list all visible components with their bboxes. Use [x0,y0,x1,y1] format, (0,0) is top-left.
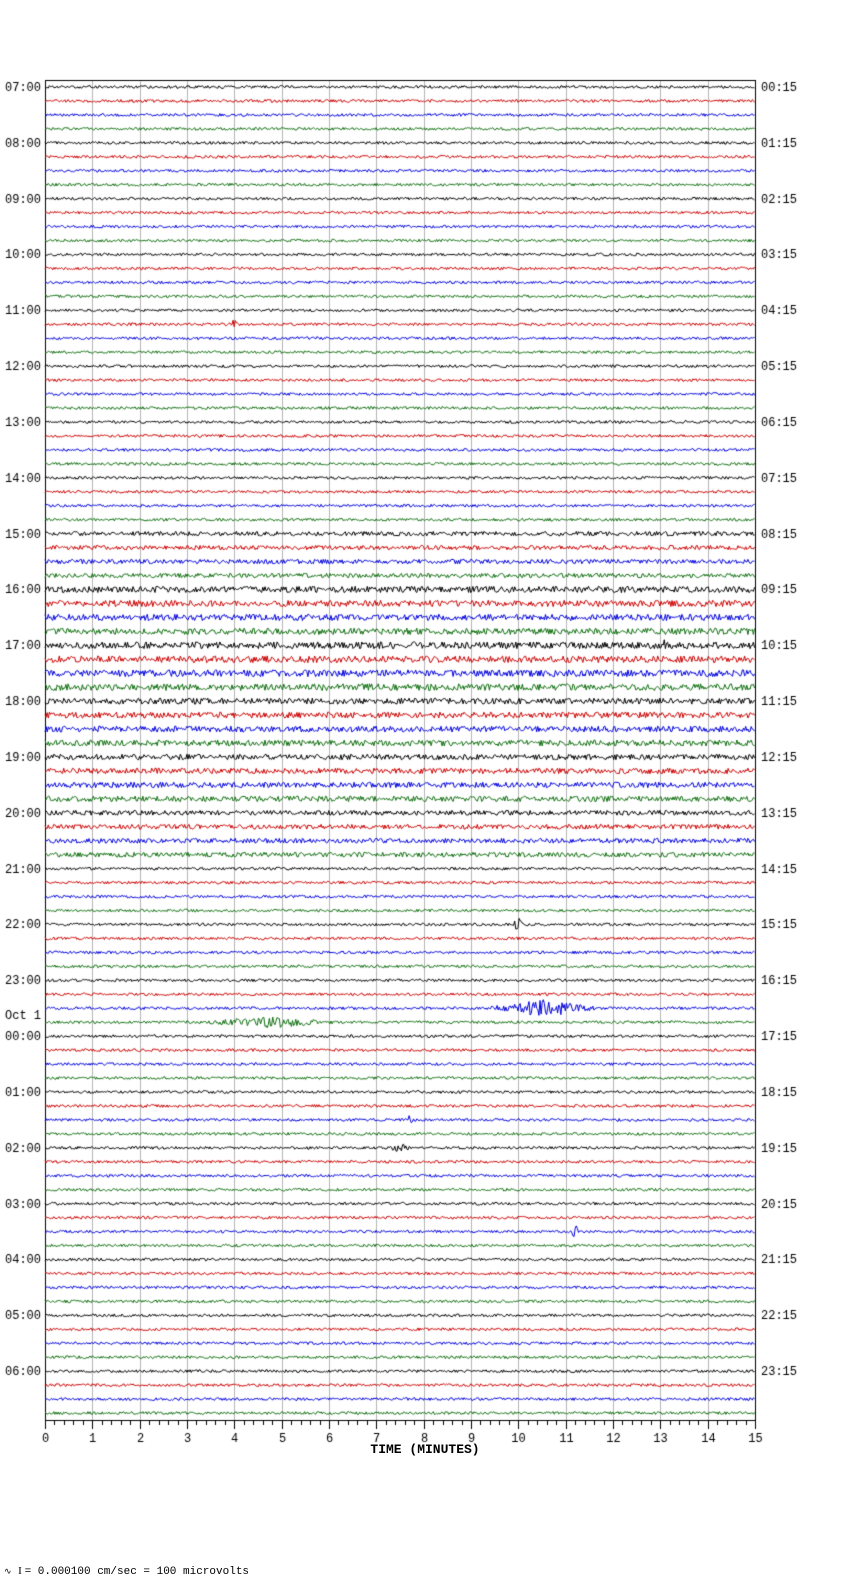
x-axis-label: TIME (MINUTES) [0,1442,850,1457]
seismogram-plot [0,0,850,1584]
footer-scale: ∿ I = 0.000100 cm/sec = 100 microvolts [4,1565,249,1578]
